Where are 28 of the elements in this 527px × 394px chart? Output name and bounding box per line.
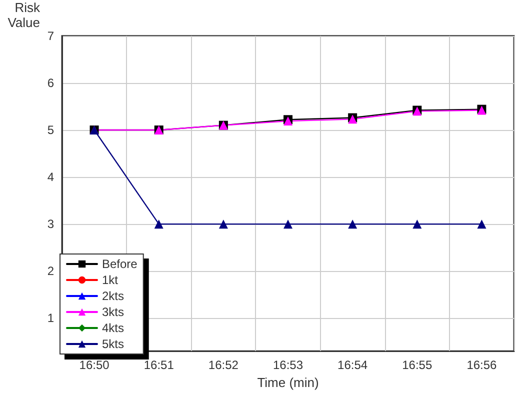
legend-label: 3kts: [102, 305, 124, 319]
y-tick-label: 7: [47, 28, 54, 43]
point: [348, 220, 358, 229]
x-tick-label: 16:54: [338, 358, 368, 372]
y-tick-label: 2: [47, 264, 54, 278]
point: [154, 220, 164, 229]
legend-label: 2kts: [102, 289, 124, 303]
legend-label: 1kt: [102, 273, 119, 287]
y-tick-label: 5: [47, 122, 54, 137]
x-tick-label: 16:56: [466, 358, 498, 372]
point: [218, 220, 228, 229]
y-tick-label: 3: [47, 217, 54, 232]
legend-label: Before: [102, 257, 138, 271]
x-axis-title: Time (min): [257, 375, 319, 390]
legend-label: 4kts: [102, 321, 124, 335]
x-tick-label: 16:53: [272, 358, 304, 372]
point: [477, 220, 486, 229]
y-axis-title: Risk Value: [8, 0, 40, 30]
point: [284, 220, 292, 229]
legend-label: 5kts: [102, 337, 124, 351]
x-tick-label: 16:55: [402, 358, 432, 372]
x-tick-label: 16:51: [144, 358, 174, 372]
x-tick-label: 16:52: [208, 358, 239, 372]
point: [412, 220, 422, 229]
y-tick-label: 6: [47, 76, 54, 90]
y-tick-label: 1: [47, 311, 54, 326]
x-tick-label: 16:50: [79, 358, 110, 372]
y-tick-label: 4: [47, 170, 54, 184]
